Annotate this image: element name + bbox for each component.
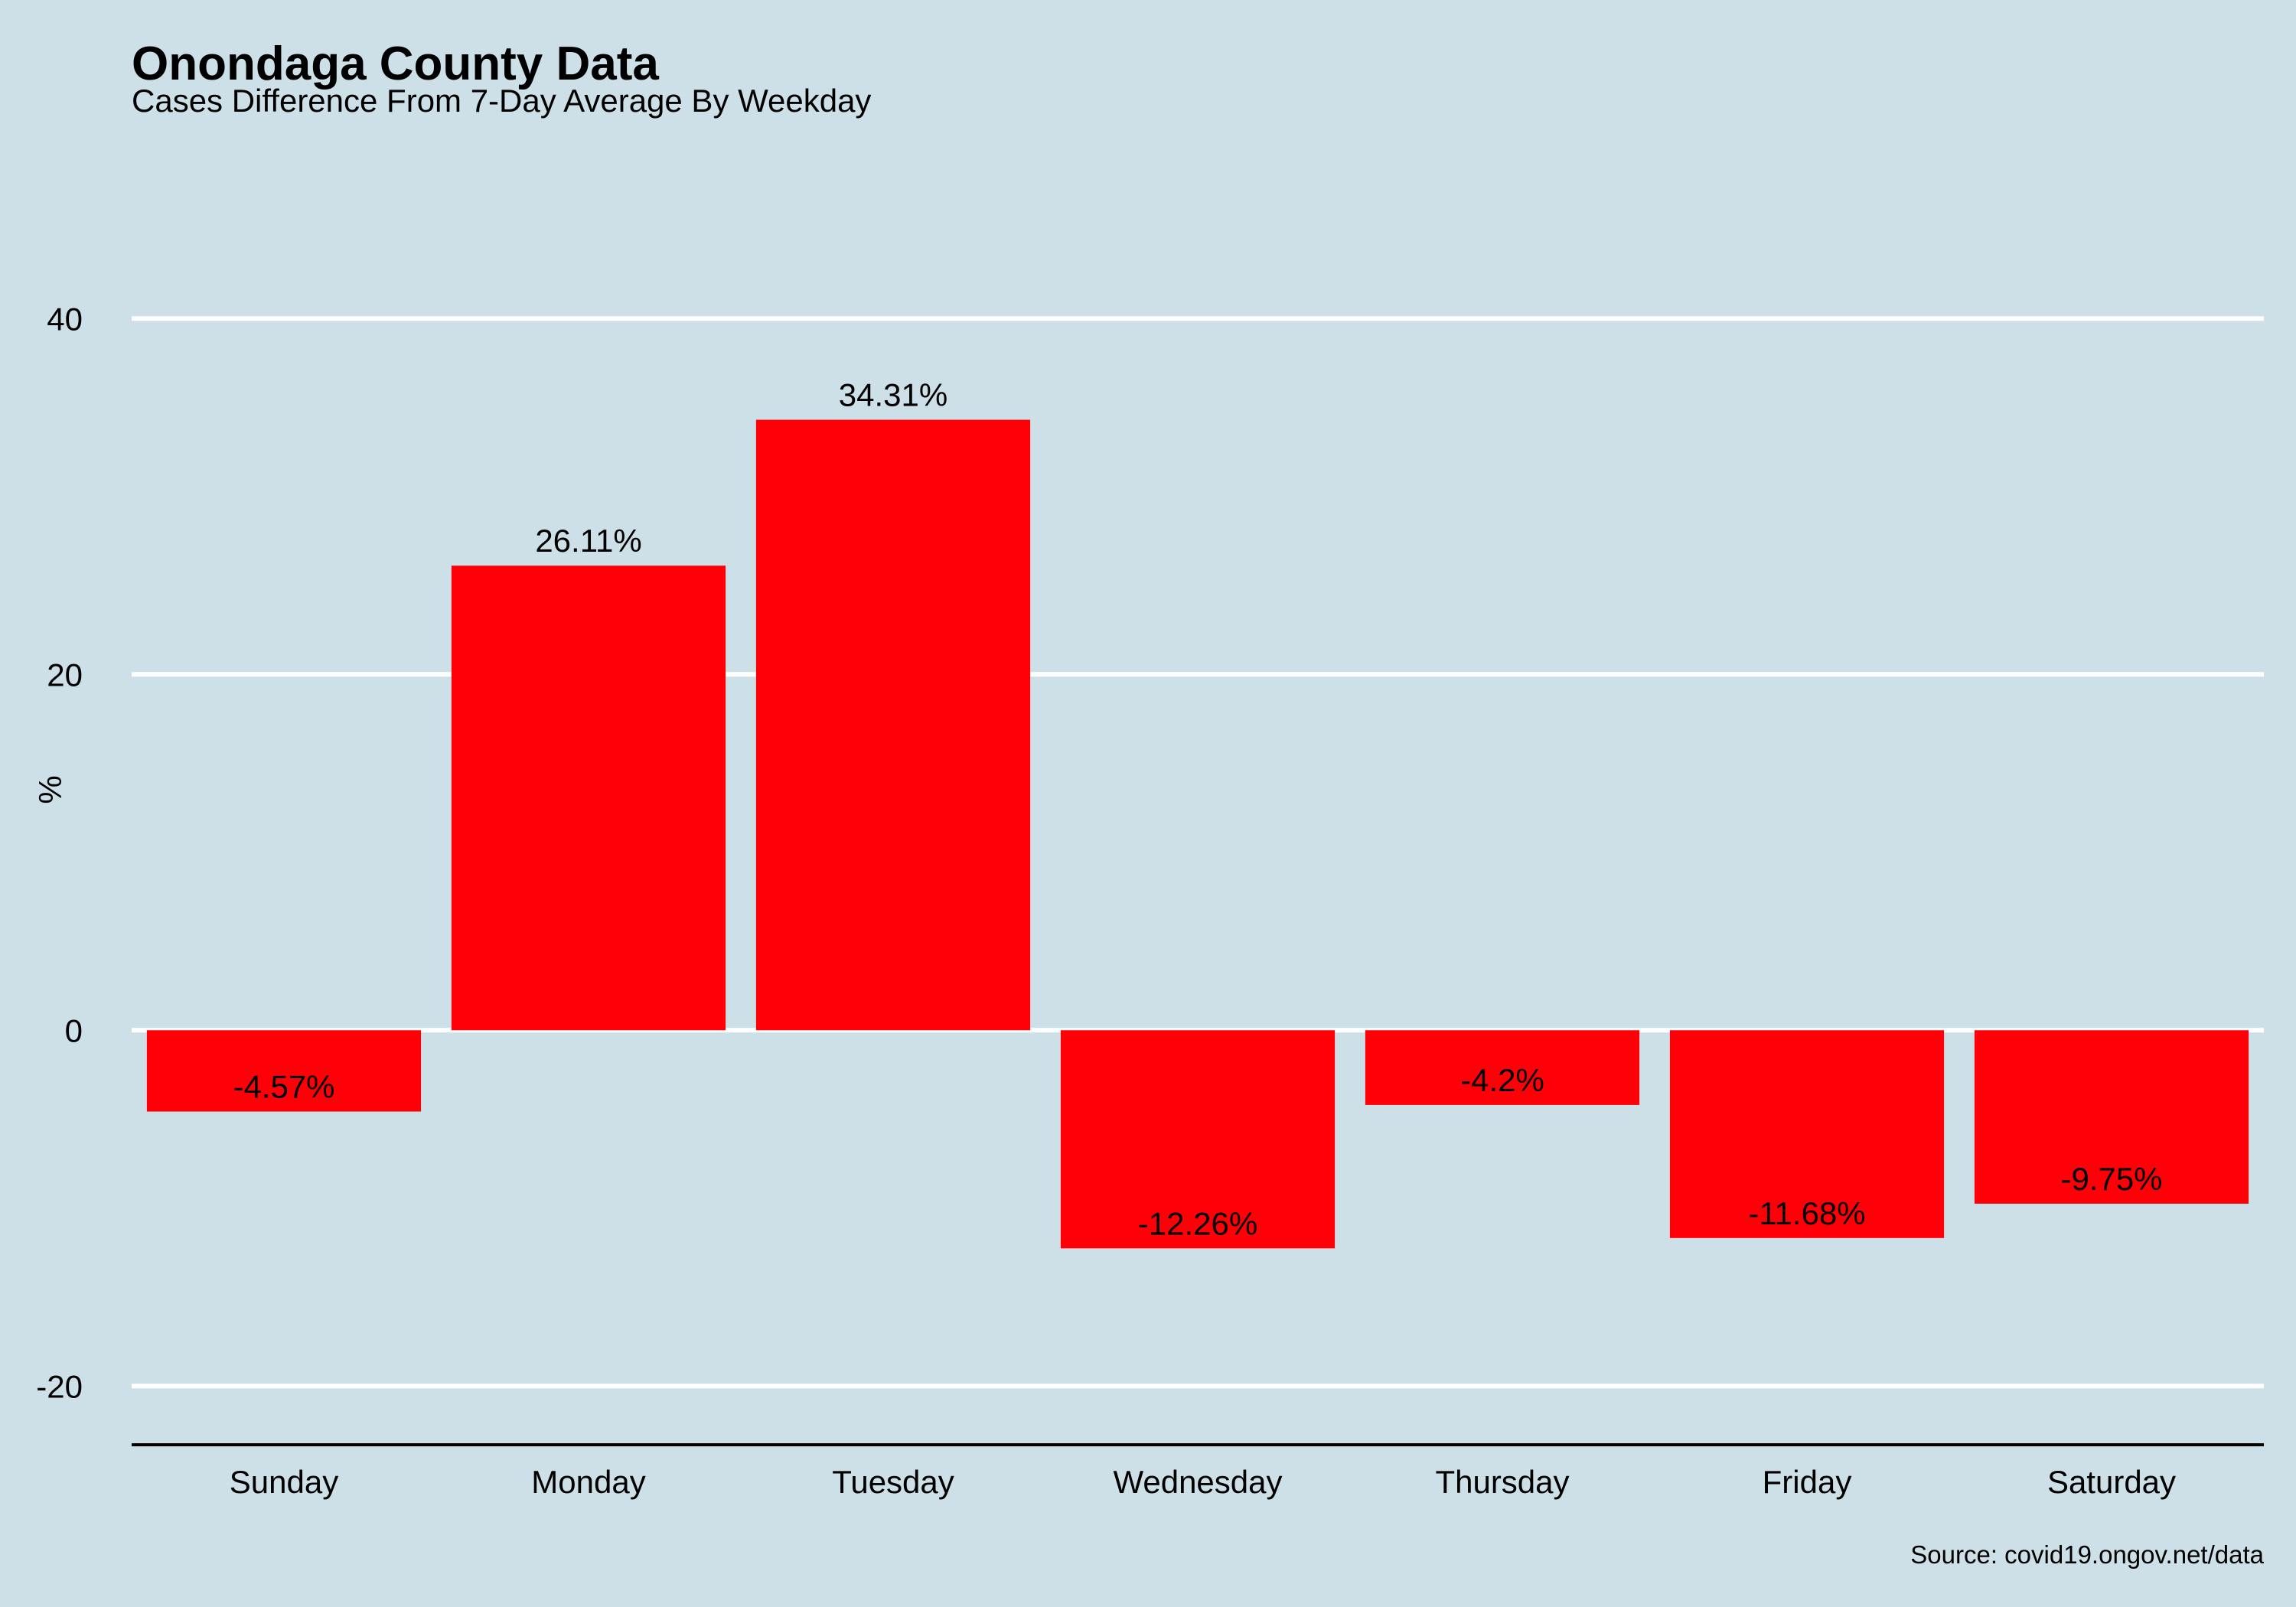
data-label-thursday: -4.2% bbox=[1460, 1062, 1544, 1098]
data-label-tuesday: 34.31% bbox=[839, 377, 947, 413]
x-tick-label: Monday bbox=[531, 1464, 645, 1500]
bar-thursday bbox=[1365, 1030, 1640, 1105]
x-axis-ticks: Sunday Monday Tuesday Wednesday Thursday Frid… bbox=[230, 1464, 2176, 1500]
y-tick-label: 40 bbox=[47, 301, 83, 337]
data-label-monday: 26.11% bbox=[535, 523, 641, 559]
x-tick-label: Wednesday bbox=[1113, 1464, 1282, 1500]
x-tick-label: Thursday bbox=[1435, 1464, 1569, 1500]
data-label-wednesday: -12.26% bbox=[1138, 1205, 1257, 1241]
y-tick-label: 20 bbox=[47, 657, 83, 693]
bar-wednesday bbox=[1060, 1030, 1336, 1249]
bar-monday bbox=[451, 566, 726, 1031]
bar-friday bbox=[1669, 1030, 1945, 1238]
source-caption: Source: covid19.ongov.net/data bbox=[1910, 1540, 2264, 1569]
x-tick-label: Sunday bbox=[230, 1464, 338, 1500]
chart-title: Onondaga County Data bbox=[132, 37, 659, 90]
bar-saturday bbox=[1974, 1030, 2249, 1204]
y-axis-ticks: -20 0 20 40 bbox=[36, 301, 83, 1404]
y-tick-label: -20 bbox=[36, 1368, 83, 1404]
data-label-sunday: -4.57% bbox=[233, 1069, 334, 1105]
data-label-friday: -11.68% bbox=[1748, 1195, 1865, 1231]
chart-subtitle: Cases Difference From 7-Day Average By W… bbox=[132, 83, 871, 119]
x-tick-label: Saturday bbox=[2047, 1464, 2176, 1500]
y-axis-label: % bbox=[32, 775, 68, 804]
bars bbox=[146, 419, 2249, 1249]
x-tick-label: Tuesday bbox=[832, 1464, 954, 1500]
data-label-saturday: -9.75% bbox=[2060, 1161, 2162, 1197]
bar-sunday bbox=[146, 1030, 422, 1112]
x-tick-label: Friday bbox=[1763, 1464, 1852, 1500]
bar-tuesday bbox=[755, 419, 1031, 1031]
y-tick-label: 0 bbox=[65, 1012, 83, 1048]
data-labels: -4.57% 26.11% 34.31% -12.26% -4.2% -11.68% -9.… bbox=[233, 377, 2162, 1242]
